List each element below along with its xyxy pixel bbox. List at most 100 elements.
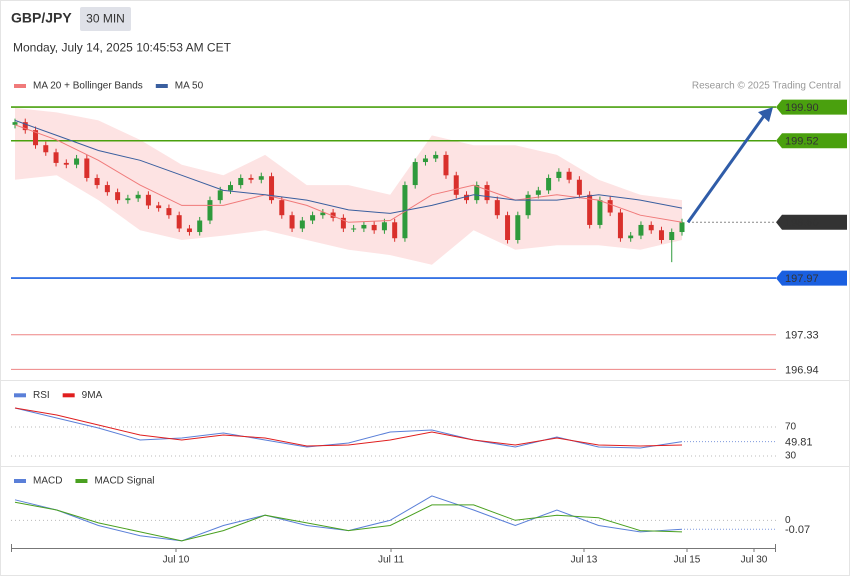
candle-body	[310, 215, 316, 221]
candle-body	[43, 145, 49, 153]
y-tick-label: 0	[785, 515, 791, 526]
candle-body	[546, 177, 552, 191]
candle-body	[125, 198, 131, 201]
legend-swatch	[14, 479, 26, 483]
level-tag	[776, 133, 847, 149]
candle-body	[484, 185, 490, 201]
candle-body	[330, 212, 336, 218]
legend-label: MACD	[33, 476, 62, 487]
candle-body	[412, 162, 418, 186]
candle-body	[505, 215, 511, 240]
candle-body	[115, 192, 121, 201]
credit: Research © 2025 Trading Central	[692, 81, 841, 92]
candle-body	[381, 222, 387, 231]
candle-body	[648, 224, 654, 231]
candle-body	[166, 208, 172, 216]
x-tick-label: Jul 10	[163, 555, 190, 566]
interval[interactable]: 30 MIN	[86, 12, 125, 26]
candle-body	[597, 200, 603, 225]
level-label: 196.94	[785, 364, 819, 376]
candle-body	[392, 222, 398, 239]
bollinger-band	[15, 108, 682, 265]
candle-body	[443, 154, 449, 176]
legend-label: 9MA	[82, 390, 103, 401]
candle-body	[217, 190, 223, 201]
candle-body	[638, 224, 644, 236]
candle-body	[576, 179, 582, 195]
candle-body	[299, 220, 305, 229]
legend-label: RSI	[33, 390, 50, 401]
y-tick-label: 30	[785, 451, 797, 462]
indicator-line	[14, 501, 683, 542]
current-value-label: 49.81	[785, 437, 813, 449]
level-label: 198.60	[785, 217, 819, 229]
candle-body	[628, 235, 634, 239]
level-label: 199.90	[785, 102, 819, 114]
candle-body	[145, 194, 151, 206]
candle-body	[617, 212, 623, 239]
level-tag	[776, 270, 847, 286]
candle-body	[669, 232, 675, 240]
legend-swatch	[62, 393, 75, 398]
candle-body	[156, 205, 162, 209]
projection-arrow	[686, 112, 768, 224]
candle-body	[289, 215, 295, 229]
candle-body	[74, 158, 80, 165]
candle-body	[176, 215, 182, 229]
candle-body	[207, 200, 213, 221]
candle-body	[186, 228, 192, 233]
candle-body	[535, 190, 541, 195]
candle-body	[22, 122, 28, 131]
ma-line	[14, 124, 683, 223]
candle-body	[104, 185, 110, 193]
candle-body	[361, 224, 367, 229]
candle-body	[227, 185, 233, 191]
legend-label: MA 50	[175, 81, 204, 92]
candle-body	[238, 177, 244, 186]
ma-line	[14, 119, 683, 214]
candle-body	[607, 200, 613, 213]
candle-body	[351, 228, 357, 230]
candle-body	[63, 162, 69, 165]
candle-body	[525, 194, 531, 216]
symbol: GBP/JPY	[11, 10, 72, 26]
candle-body	[320, 212, 326, 216]
candle-body	[433, 154, 439, 159]
projection-arrowhead	[758, 107, 773, 123]
x-tick-label: Jul 11	[378, 555, 404, 566]
legend-swatch	[75, 479, 88, 483]
level-tag	[776, 214, 847, 230]
candle-body	[556, 171, 562, 178]
legend-label: MA 20 + Bollinger Bands	[33, 81, 143, 92]
candle-body	[340, 217, 346, 229]
candle-body	[464, 194, 470, 201]
level-label: 197.97	[785, 273, 819, 285]
legend-swatch	[14, 84, 26, 88]
indicator-line	[14, 407, 683, 447]
candle-body	[371, 224, 377, 231]
candle-body	[658, 230, 664, 240]
x-tick-label: Jul 30	[741, 555, 768, 566]
candle-body	[248, 177, 254, 180]
candle-body	[269, 176, 275, 201]
candle-body	[494, 200, 500, 216]
candle-body	[33, 130, 39, 146]
legend-label: MACD Signal	[94, 476, 154, 487]
interval-box[interactable]	[80, 7, 131, 31]
candle-body	[53, 152, 59, 163]
candle-body	[12, 122, 18, 125]
current-value-label: -0.07	[785, 524, 810, 536]
legend-swatch	[14, 393, 26, 398]
x-tick-label: Jul 13	[571, 555, 598, 566]
candle-body	[279, 200, 285, 216]
candle-body	[135, 194, 141, 199]
level-label: 199.52	[785, 136, 819, 148]
candle-body	[515, 215, 521, 240]
candle-body	[258, 176, 264, 180]
candle-body	[679, 222, 685, 233]
level-tag	[776, 99, 847, 115]
candle-body	[94, 177, 100, 186]
